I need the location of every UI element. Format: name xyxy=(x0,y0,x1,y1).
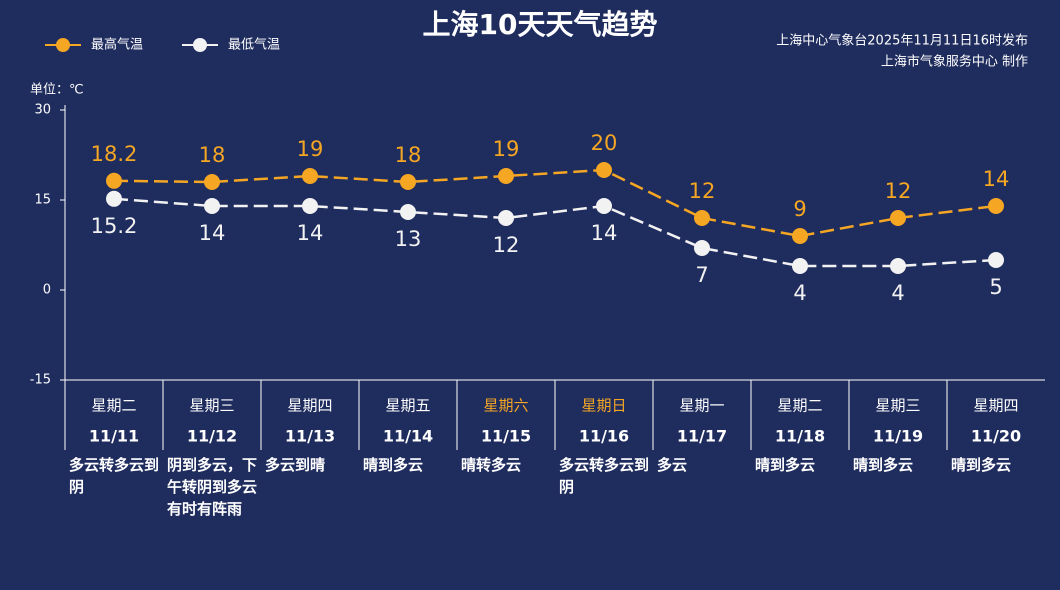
point xyxy=(694,210,710,226)
weekday: 星期二 xyxy=(777,397,822,415)
weather: 多云转多云到阴 xyxy=(69,456,160,496)
data-label: 4 xyxy=(891,281,904,305)
series-line xyxy=(113,168,997,238)
legend-marker xyxy=(193,38,207,52)
weather: 晴转多云 xyxy=(461,456,522,474)
point xyxy=(890,210,906,226)
weather: 多云到晴 xyxy=(265,456,326,474)
point xyxy=(498,210,514,226)
x-tick-label: 11/18 xyxy=(775,427,825,446)
y-tick-label: -15 xyxy=(30,373,51,388)
weather: 晴到多云 xyxy=(755,456,816,474)
data-label: 18 xyxy=(199,143,226,167)
point xyxy=(596,198,612,214)
data-label: 12 xyxy=(689,179,716,203)
weather: 阴到多云，下午转阴到多云有时有阵雨 xyxy=(167,456,258,518)
data-label: 5 xyxy=(989,275,1002,299)
unit-label: 单位：℃ xyxy=(30,83,84,98)
point xyxy=(106,190,122,207)
weekday: 星期二 xyxy=(91,397,136,415)
weekday: 星期六 xyxy=(483,397,528,415)
point xyxy=(988,252,1004,268)
y-tick-label: 0 xyxy=(43,283,51,298)
data-label: 18.2 xyxy=(91,142,138,166)
x-tick-label: 11/13 xyxy=(285,427,335,446)
data-label: 15.2 xyxy=(91,214,138,238)
series-line xyxy=(113,197,997,268)
x-tick-label: 11/17 xyxy=(677,427,727,446)
data-label: 12 xyxy=(493,233,520,257)
point xyxy=(400,174,416,190)
data-label: 14 xyxy=(983,167,1010,191)
data-label: 19 xyxy=(493,137,520,161)
data-label: 20 xyxy=(591,131,618,155)
point xyxy=(302,198,318,214)
weather: 多云转多云到阴 xyxy=(559,456,650,496)
data-label: 9 xyxy=(793,197,806,221)
legend-label: 最高气温 xyxy=(91,37,143,53)
point xyxy=(792,258,808,274)
x-tick-label: 11/14 xyxy=(383,427,433,446)
weekday: 星期三 xyxy=(875,397,920,415)
x-tick-label: 11/19 xyxy=(873,427,923,446)
weekday: 星期五 xyxy=(385,397,430,415)
data-label: 12 xyxy=(885,179,912,203)
weather: 晴到多云 xyxy=(951,456,1012,474)
y-tick-label: 30 xyxy=(34,103,51,118)
weather: 晴到多云 xyxy=(363,456,424,474)
x-tick-label: 11/16 xyxy=(579,427,629,446)
point xyxy=(106,172,122,189)
point xyxy=(204,174,220,190)
y-tick-label: 15 xyxy=(34,193,51,208)
source: 上海中心气象台2025年11月11日16时发布 xyxy=(776,33,1028,49)
weekday: 星期四 xyxy=(287,397,332,415)
data-label: 14 xyxy=(591,221,618,245)
point xyxy=(498,168,514,184)
data-label: 19 xyxy=(297,137,324,161)
x-tick-label: 11/15 xyxy=(481,427,531,446)
point xyxy=(302,168,318,184)
data-label: 13 xyxy=(395,227,422,251)
weekday: 星期四 xyxy=(973,397,1018,415)
data-label: 14 xyxy=(297,221,324,245)
point xyxy=(596,162,612,178)
data-label: 18 xyxy=(395,143,422,167)
data-label: 4 xyxy=(793,281,806,305)
point xyxy=(694,240,710,256)
point xyxy=(792,228,808,244)
weekday: 星期一 xyxy=(679,397,724,415)
weekday: 星期三 xyxy=(189,397,234,415)
weekday: 星期日 xyxy=(581,397,626,415)
data-label: 7 xyxy=(695,263,708,287)
weather: 晴到多云 xyxy=(853,456,914,474)
data-label: 14 xyxy=(199,221,226,245)
weather: 多云 xyxy=(657,456,688,474)
x-tick-label: 11/20 xyxy=(971,427,1021,446)
point xyxy=(988,198,1004,214)
legend-label: 最低气温 xyxy=(228,37,280,53)
x-tick-label: 11/12 xyxy=(187,427,237,446)
point xyxy=(890,258,906,274)
point xyxy=(400,204,416,220)
legend-marker xyxy=(56,38,70,52)
point xyxy=(204,198,220,214)
x-tick-label: 11/11 xyxy=(89,427,139,446)
chart-title: 上海10天天气趋势 xyxy=(423,8,658,41)
source: 上海市气象服务中心 制作 xyxy=(881,54,1028,70)
